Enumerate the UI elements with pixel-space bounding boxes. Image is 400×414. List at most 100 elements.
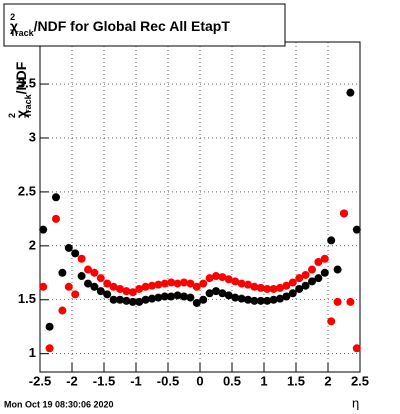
data-point xyxy=(52,214,60,223)
data-point xyxy=(39,225,48,234)
data-point xyxy=(180,292,188,301)
timestamp: Mon Oct 19 08:30:06 2020 xyxy=(4,399,114,409)
y-label-symbol: χ xyxy=(13,110,29,118)
data-point xyxy=(96,287,105,296)
x-tick-label: -2.5 xyxy=(29,373,51,388)
data-point xyxy=(52,193,60,202)
x-tick-label: -1.5 xyxy=(93,373,115,388)
data-point xyxy=(301,281,310,290)
data-point xyxy=(90,268,99,277)
data-point xyxy=(135,284,144,293)
data-point xyxy=(192,282,201,291)
x-tick-label: 1.5 xyxy=(287,373,305,388)
data-point xyxy=(96,274,105,283)
data-point xyxy=(58,268,67,277)
title-text: /NDF for Global Rec All EtapT xyxy=(34,18,231,34)
data-point xyxy=(64,243,73,252)
y-tick-label: 1 xyxy=(29,345,36,360)
title-sub: Track xyxy=(10,28,35,38)
data-point xyxy=(282,292,291,301)
data-point xyxy=(308,277,316,286)
data-point xyxy=(186,279,195,288)
title-sup: 2 xyxy=(10,12,15,22)
data-point xyxy=(340,209,348,218)
data-point xyxy=(288,289,297,298)
data-point xyxy=(263,284,272,293)
data-point xyxy=(308,265,316,274)
data-point xyxy=(180,278,188,287)
data-point xyxy=(116,284,124,293)
x-tick-label: 2 xyxy=(324,373,331,388)
data-point xyxy=(77,272,86,281)
data-point xyxy=(39,282,48,291)
data-point xyxy=(269,295,278,304)
data-point xyxy=(212,287,220,296)
data-point xyxy=(244,295,252,304)
x-tick-label: 0 xyxy=(196,373,203,388)
data-point xyxy=(212,272,220,281)
data-point xyxy=(250,282,259,291)
data-point xyxy=(64,282,73,291)
data-point xyxy=(141,295,150,304)
data-point xyxy=(320,254,329,263)
data-point xyxy=(218,273,227,282)
x-tick-label: 2.5 xyxy=(351,373,369,388)
data-point xyxy=(167,278,176,287)
data-point xyxy=(84,265,92,274)
data-point xyxy=(71,249,80,258)
data-point xyxy=(218,289,227,298)
data-point xyxy=(148,281,156,290)
data-point xyxy=(346,88,355,97)
x-tick-label: 1 xyxy=(260,373,267,388)
data-point xyxy=(320,268,329,277)
y-tick-label: 2 xyxy=(29,237,36,252)
data-point xyxy=(45,344,54,353)
data-point xyxy=(295,274,304,283)
data-point xyxy=(352,344,361,353)
data-point xyxy=(122,296,131,305)
y-tick-label: 3 xyxy=(29,129,36,144)
data-point xyxy=(173,291,182,300)
data-point xyxy=(256,296,265,305)
data-point xyxy=(205,274,214,283)
data-point xyxy=(244,280,252,289)
data-point xyxy=(103,279,112,288)
data-point xyxy=(116,295,124,304)
data-point xyxy=(231,277,240,286)
data-point xyxy=(141,282,150,291)
data-point xyxy=(109,295,118,304)
data-point xyxy=(237,279,246,288)
data-point xyxy=(333,297,342,306)
data-point xyxy=(103,290,112,299)
data-point xyxy=(58,306,67,315)
data-point xyxy=(224,275,233,284)
data-point xyxy=(173,279,182,288)
title-box xyxy=(3,3,286,47)
y-axis-label: χ2 Track/NDF xyxy=(7,61,33,118)
data-point xyxy=(128,288,137,297)
data-point xyxy=(352,225,361,234)
data-point xyxy=(160,292,169,301)
data-point xyxy=(288,278,297,287)
x-tick-label: -2 xyxy=(66,373,78,388)
data-point xyxy=(135,297,144,306)
y-tick-label: 2.5 xyxy=(18,183,36,198)
y-label-sub: Track xyxy=(23,93,33,118)
x-axis-label: η xyxy=(352,395,359,410)
y-tick-label: 3.5 xyxy=(18,75,36,90)
data-point xyxy=(71,290,80,299)
data-point xyxy=(256,283,265,292)
data-point xyxy=(314,258,323,266)
data-point xyxy=(327,317,336,326)
x-tick-label: -1 xyxy=(130,373,142,388)
data-point xyxy=(250,296,259,305)
marks xyxy=(39,88,361,353)
data-point xyxy=(224,291,233,300)
data-point xyxy=(301,270,310,279)
chart-title: χ2 Track/NDF for Global Rec All EtapT xyxy=(10,12,230,38)
data-point xyxy=(282,281,291,290)
data-point xyxy=(199,295,208,304)
data-point xyxy=(346,297,355,306)
data-point xyxy=(186,293,195,302)
